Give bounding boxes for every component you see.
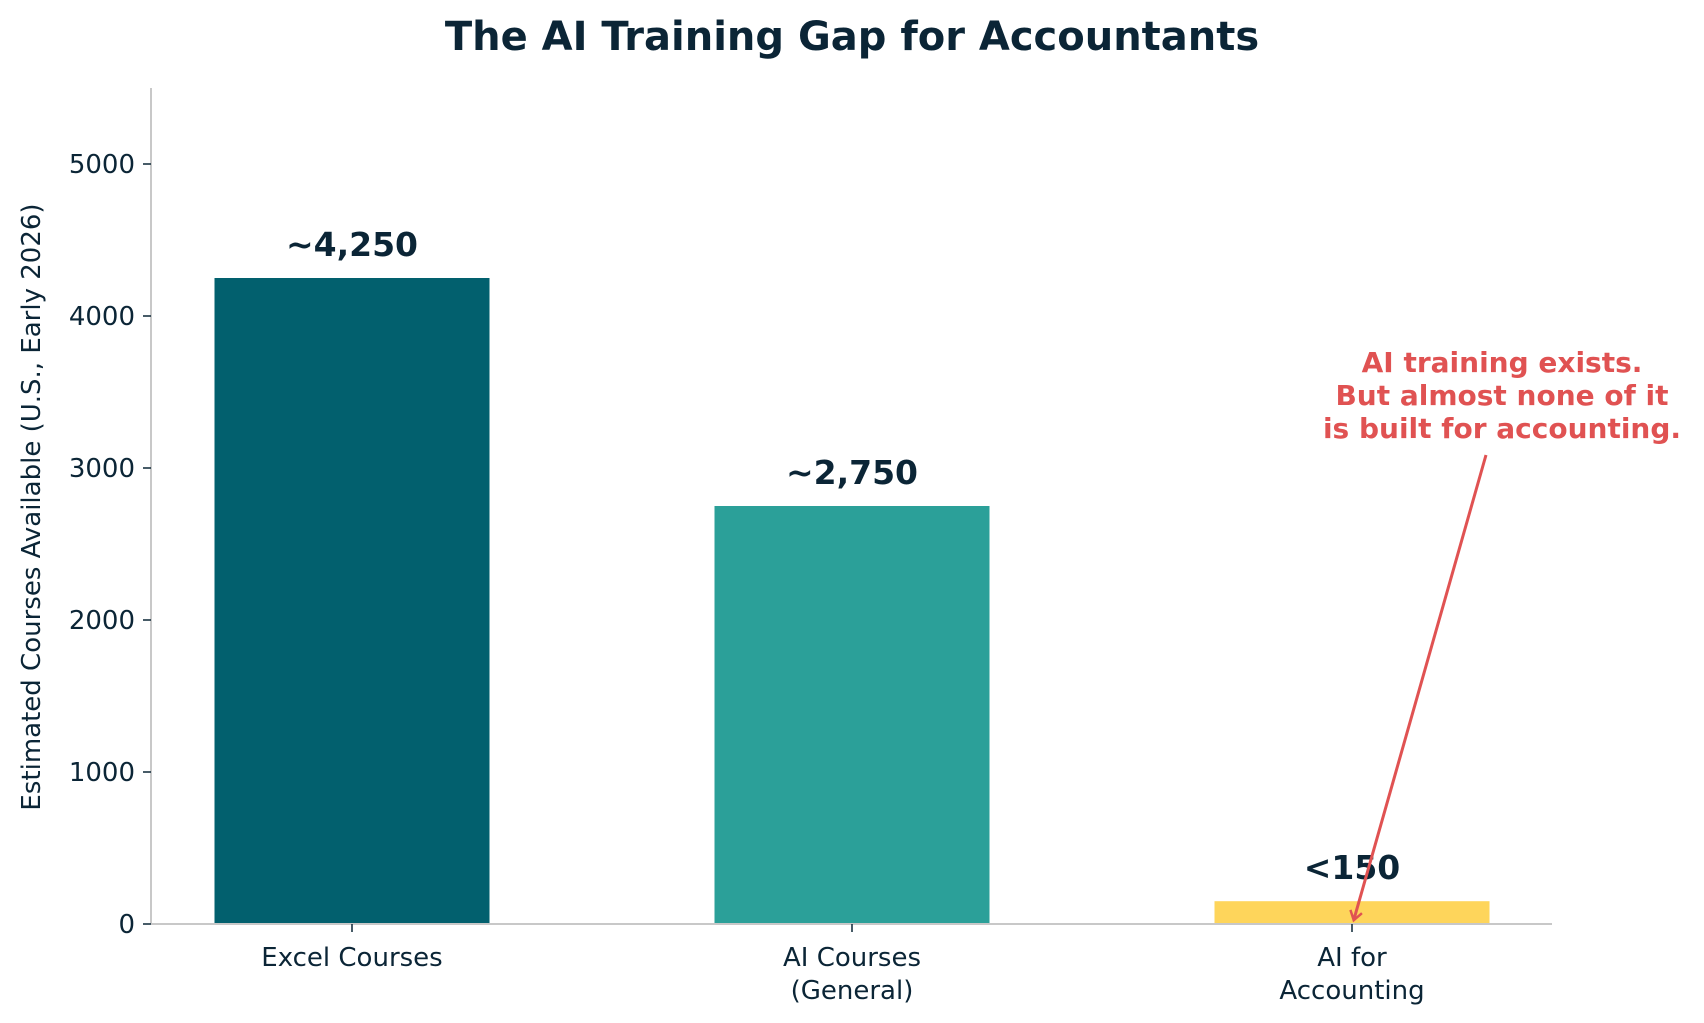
- x-tick-label-1: Excel Courses: [261, 943, 442, 973]
- bars-layer: [214, 278, 1490, 924]
- y-axis-label: Estimated Courses Available (U.S., Early…: [17, 203, 47, 810]
- bar-value-label-1: ~4,250: [286, 225, 418, 264]
- y-tick-label: 5000: [69, 150, 135, 180]
- y-tick-label: 2000: [69, 606, 135, 636]
- axes-layer: 0 1000 2000 3000 4000 5000 Excel Courses AI Cou…: [69, 88, 1552, 1006]
- bar-3: [1214, 901, 1490, 924]
- x-tick-label-2: AI Courses (General): [783, 943, 921, 1006]
- y-tick-label: 4000: [69, 302, 135, 332]
- y-tick-label: 0: [118, 910, 135, 940]
- y-tick-label: 3000: [69, 454, 135, 484]
- y-tick-label: 1000: [69, 758, 135, 788]
- bar-value-label-3: <150: [1304, 848, 1401, 887]
- labels-layer: ~4,250 ~2,750 <150: [286, 225, 1400, 887]
- chart-title: The AI Training Gap for Accountants: [445, 14, 1259, 60]
- bar-2: [714, 506, 990, 924]
- annotation-layer: AI training exists. But almost none of it…: [1323, 346, 1681, 919]
- bar-value-label-2: ~2,750: [786, 453, 918, 492]
- annotation-arrow: [1354, 454, 1488, 919]
- annotation-text: AI training exists. But almost none of it…: [1323, 346, 1681, 445]
- bar-1: [214, 278, 490, 924]
- x-tick-label-3: AI for Accounting: [1279, 943, 1424, 1006]
